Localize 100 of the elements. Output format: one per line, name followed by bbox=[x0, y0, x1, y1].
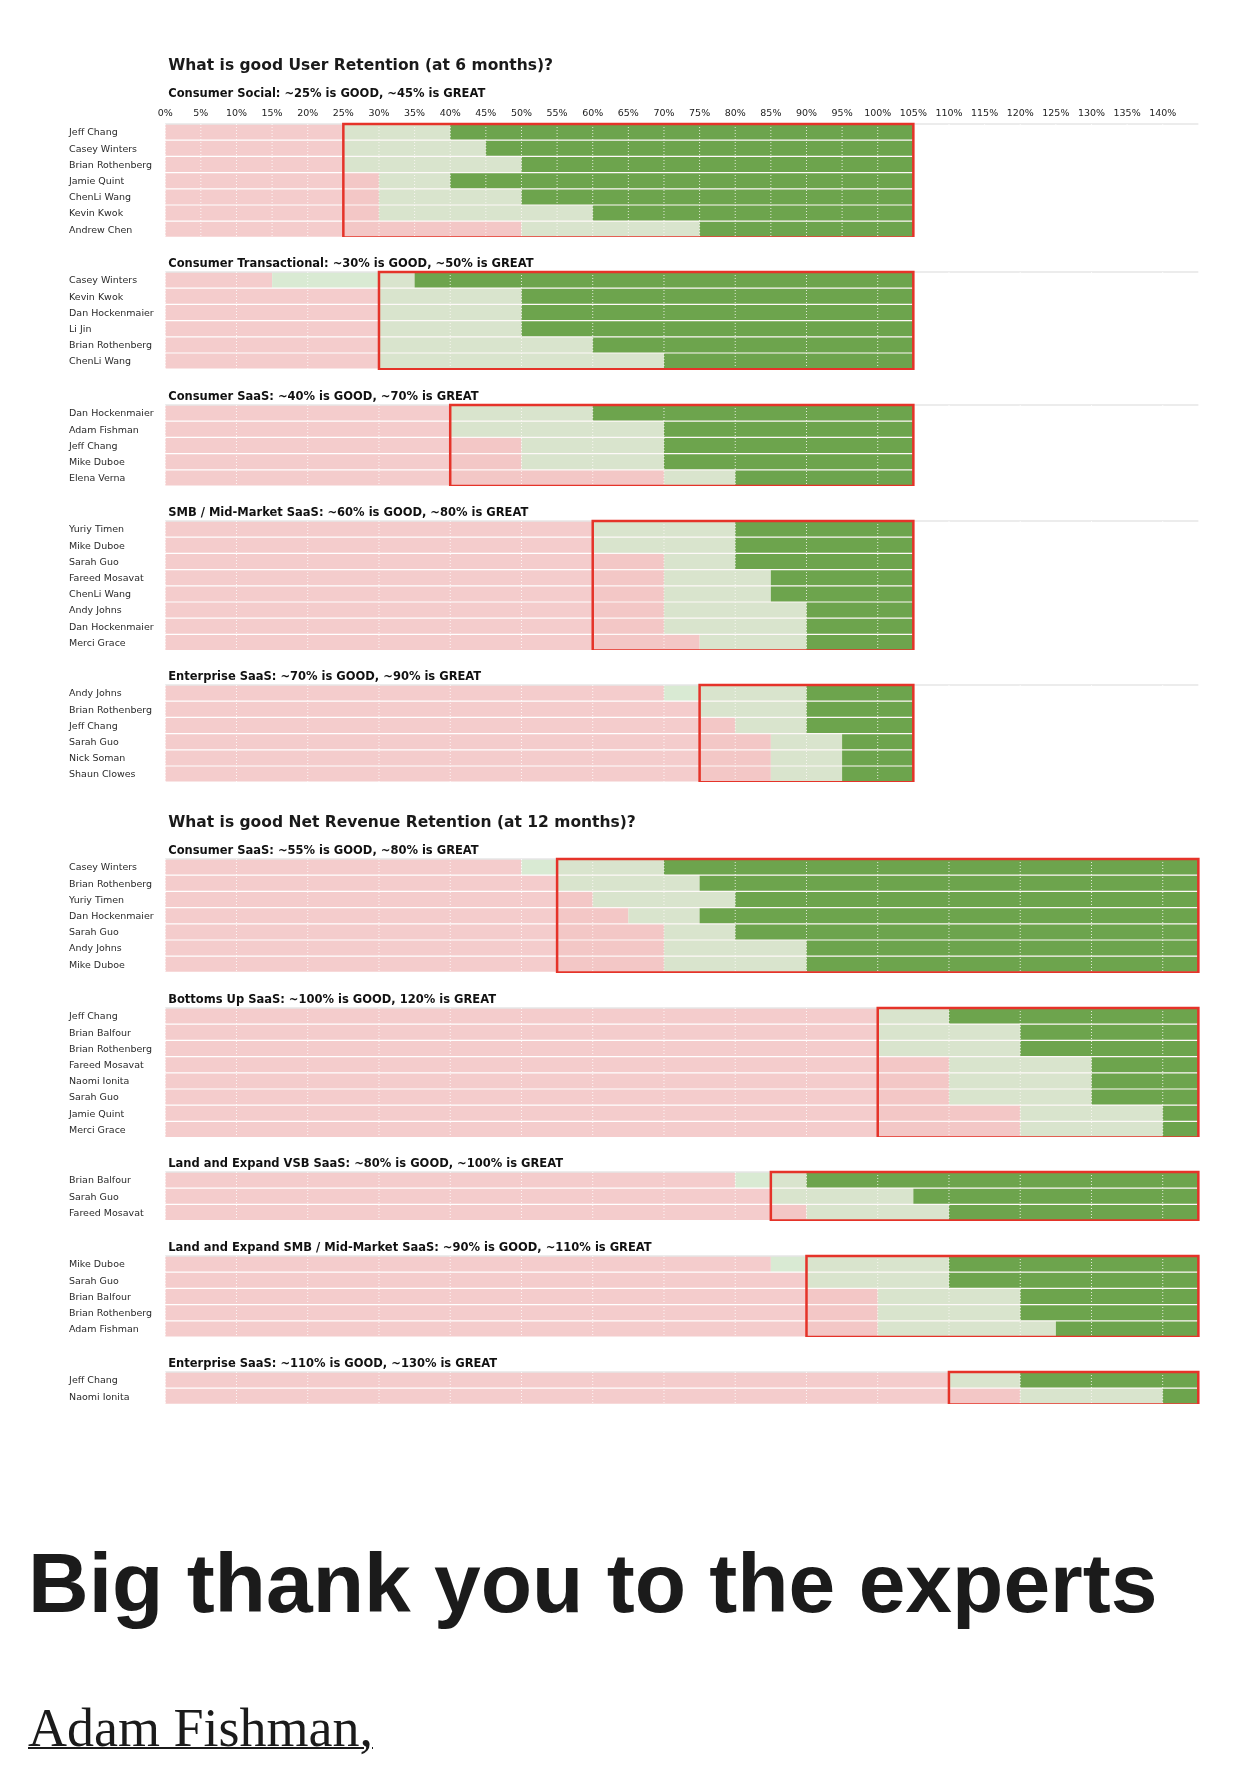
y-tick-label: Sarah Guo bbox=[69, 1274, 119, 1286]
x-tick-label: 90% bbox=[795, 107, 818, 118]
x-tick-label: 50% bbox=[510, 107, 533, 118]
x-tick-label: 80% bbox=[724, 107, 746, 118]
x-tick-label: 100% bbox=[864, 107, 892, 118]
x-tick-label: 35% bbox=[404, 107, 426, 118]
bar bbox=[770, 766, 843, 782]
chart-subtitle: Land and Expand SMB / Mid-Market SaaS: ~90% is GOOD, ~110% is GREAT bbox=[168, 1239, 652, 1256]
chart-subtitle: Bottoms Up SaaS: ~100% is GOOD, 120% is GREAT bbox=[168, 990, 497, 1008]
bar bbox=[165, 353, 379, 369]
x-tick-label: 55% bbox=[546, 107, 568, 118]
y-tick-label: Dan Hockenmaier bbox=[69, 307, 154, 319]
x-tick-label: 140% bbox=[1149, 107, 1177, 118]
chart-subtitle: Consumer SaaS: ~40% is GOOD, ~70% is GREAT bbox=[168, 387, 479, 405]
y-tick-label: Casey Winters bbox=[69, 142, 138, 154]
x-tick-label: 5% bbox=[193, 107, 209, 118]
y-tick-label: Brian Rothenberg bbox=[69, 703, 153, 715]
y-tick-label: Sarah Guo bbox=[69, 1091, 119, 1103]
bar bbox=[378, 353, 664, 369]
bar bbox=[663, 469, 736, 485]
y-tick-label: Jeff Chang bbox=[68, 720, 118, 732]
y-tick-label: Brian Rothenberg bbox=[69, 878, 153, 890]
y-tick-label: Andy Johns bbox=[69, 942, 122, 954]
y-tick-label: Mike Duboe bbox=[69, 1258, 125, 1270]
y-tick-label: Yuriy Timen bbox=[68, 523, 125, 535]
text: Big thank you to the experts bbox=[28, 1535, 1158, 1633]
y-tick-label: Andy Johns bbox=[69, 687, 122, 699]
y-tick-label: Jeff Chang bbox=[68, 1374, 118, 1386]
chart-subtitle: Enterprise SaaS: ~70% is GOOD, ~90% is GREAT bbox=[168, 668, 482, 686]
bar bbox=[842, 766, 914, 782]
x-tick-label: 125% bbox=[1042, 107, 1070, 118]
y-tick-label: Mike Duboe bbox=[69, 539, 125, 551]
chart-subtitle: Consumer Social: ~25% is GOOD, ~45% is GREAT bbox=[168, 85, 486, 102]
y-tick-label: ChenLi Wang bbox=[69, 355, 132, 367]
y-tick-label: Sarah Guo bbox=[69, 555, 119, 567]
bar bbox=[948, 1372, 1021, 1388]
y-tick-label: Fareed Mosavat bbox=[69, 1058, 144, 1070]
y-tick-label: Casey Winters bbox=[69, 274, 138, 286]
y-tick-label: Naomi Ionita bbox=[69, 1075, 130, 1087]
y-tick-label: Andrew Chen bbox=[69, 223, 133, 235]
chart-subtitle: SMB / Mid-Market SaaS: ~60% is GOOD, ~80% is GREAT bbox=[168, 503, 529, 521]
chart-subtitle: Consumer Transactional: ~30% is GOOD, ~50% is GREAT bbox=[168, 255, 534, 273]
chart-title: What is good Net Revenue Retention (at 12 months)? bbox=[168, 812, 636, 834]
y-tick-label: Shaun Clowes bbox=[69, 768, 136, 780]
y-tick-label: Sarah Guo bbox=[69, 736, 119, 748]
x-tick-label: 115% bbox=[971, 107, 999, 118]
bar bbox=[1020, 1388, 1163, 1404]
bar bbox=[165, 766, 771, 782]
chart-subtitle: Land and Expand VSB SaaS: ~80% is GOOD, ~100% is GREAT bbox=[168, 1155, 564, 1173]
x-tick-label: 25% bbox=[332, 107, 354, 118]
bar bbox=[663, 353, 914, 369]
x-tick-label: 20% bbox=[297, 107, 319, 118]
y-tick-label: Jamie Quint bbox=[68, 175, 125, 187]
y-tick-label: Mike Duboe bbox=[69, 959, 125, 971]
y-tick-label: Brian Balfour bbox=[69, 1290, 131, 1302]
y-tick-label: Elena Verna bbox=[69, 471, 126, 483]
x-tick-label: 70% bbox=[653, 107, 675, 118]
x-tick-label: 0% bbox=[157, 107, 173, 118]
y-tick-label: Brian Rothenberg bbox=[69, 158, 153, 170]
y-tick-label: Fareed Mosavat bbox=[69, 571, 144, 583]
y-tick-label: Sarah Guo bbox=[69, 1191, 119, 1203]
y-tick-label: Jeff Chang bbox=[68, 126, 118, 138]
y-tick-label: Casey Winters bbox=[69, 861, 138, 873]
y-tick-label: Naomi Ionita bbox=[69, 1390, 130, 1402]
y-tick-label: Adam Fishman bbox=[69, 423, 139, 435]
chart-subtitle: Consumer SaaS: ~55% is GOOD, ~80% is GREAT bbox=[168, 842, 479, 860]
text: Adam Fishman, bbox=[28, 1697, 373, 1761]
x-tick-label: 105% bbox=[899, 107, 927, 118]
y-tick-label: Mike Duboe bbox=[69, 455, 125, 467]
y-tick-label: Brian Rothenberg bbox=[69, 1042, 153, 1054]
chart-title: What is good User Retention (at 6 months)? bbox=[168, 55, 554, 76]
y-tick-label: Dan Hockenmaier bbox=[69, 620, 154, 632]
y-tick-label: Jamie Quint bbox=[68, 1107, 125, 1119]
y-tick-label: Li Jin bbox=[69, 323, 92, 335]
y-tick-label: Jeff Chang bbox=[68, 1010, 118, 1022]
x-tick-label: 45% bbox=[475, 107, 497, 118]
x-tick-label: 10% bbox=[225, 107, 248, 118]
y-tick-label: Sarah Guo bbox=[69, 926, 119, 938]
y-tick-label: Dan Hockenmaier bbox=[69, 407, 154, 419]
x-tick-label: 130% bbox=[1077, 107, 1106, 118]
chart-subtitle: Enterprise SaaS: ~110% is GOOD, ~130% is GREAT bbox=[168, 1355, 498, 1372]
x-tick-label: 30% bbox=[368, 107, 390, 118]
y-tick-label: Kevin Kwok bbox=[69, 291, 124, 303]
x-tick-label: 135% bbox=[1113, 107, 1141, 118]
x-tick-label: 110% bbox=[935, 107, 963, 118]
y-tick-label: Merci Grace bbox=[69, 1123, 126, 1135]
x-tick-label: 65% bbox=[617, 107, 639, 118]
y-tick-label: Andy Johns bbox=[69, 604, 122, 616]
y-tick-label: Brian Balfour bbox=[69, 1174, 132, 1186]
y-tick-label: Brian Rothenberg bbox=[69, 339, 153, 351]
x-tick-label: 95% bbox=[831, 107, 853, 118]
y-tick-label: Fareed Mosavat bbox=[69, 1207, 144, 1219]
y-tick-label: Merci Grace bbox=[69, 636, 126, 648]
x-tick-label: 120% bbox=[1006, 107, 1034, 118]
y-tick-label: Jeff Chang bbox=[68, 439, 118, 451]
y-tick-label: ChenLi Wang bbox=[69, 587, 132, 599]
y-tick-label: Dan Hockenmaier bbox=[69, 910, 154, 922]
x-tick-label: 85% bbox=[760, 107, 782, 118]
y-tick-label: Adam Fishman bbox=[69, 1323, 139, 1335]
x-tick-label: 60% bbox=[582, 107, 604, 118]
